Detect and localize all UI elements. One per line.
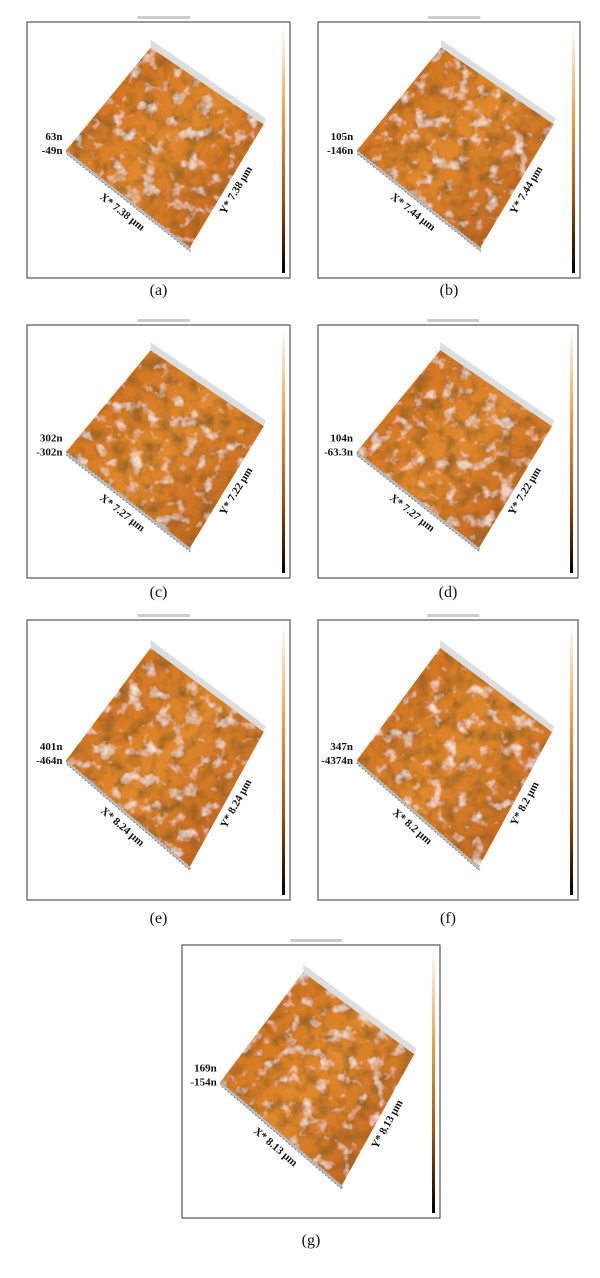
header-strip <box>137 614 191 617</box>
header-strip <box>428 16 481 19</box>
z-min-label: -63.3n <box>324 447 353 459</box>
color-bar <box>282 328 285 573</box>
surface-front-edge <box>356 450 480 553</box>
panel-caption: (f) <box>440 910 456 927</box>
z-min-label: -146n <box>327 145 353 157</box>
surface-back-wall <box>150 640 266 732</box>
z-max-label: 104n <box>330 433 353 445</box>
z-max-label: 302n <box>40 433 63 445</box>
afm-panel: 104n-63.3nX* 7.27 μm Y* 7.22 μm(d) <box>317 319 579 601</box>
surface-back-wall <box>150 342 266 427</box>
surface-back-wall <box>440 342 554 427</box>
z-min-label: -49n <box>42 145 63 157</box>
afm-surface <box>220 972 415 1186</box>
header-strip <box>290 939 342 942</box>
panel-caption: (g) <box>302 1232 321 1249</box>
panel-caption: (a) <box>150 282 168 299</box>
z-max-label: 169n <box>194 1063 217 1075</box>
surface-back-wall <box>150 39 266 125</box>
color-bar <box>432 948 435 1213</box>
panel-caption: (b) <box>440 282 459 299</box>
header-strip <box>137 319 191 322</box>
surface-back-wall <box>440 640 554 732</box>
surface-front-edge <box>66 759 191 872</box>
panel-caption: (c) <box>150 584 168 601</box>
color-bar <box>570 328 573 573</box>
header-strip <box>427 319 480 322</box>
z-min-label: -302n <box>36 447 62 459</box>
color-bar <box>572 25 575 273</box>
z-max-label: 105n <box>331 131 354 143</box>
header-strip <box>427 614 480 617</box>
panel-caption: (e) <box>150 910 168 927</box>
surface-front-edge <box>66 149 191 253</box>
surface-front-edge <box>220 1080 343 1191</box>
afm-surface <box>66 648 264 867</box>
afm-surface <box>357 47 554 248</box>
panel-caption: (d) <box>439 584 458 601</box>
afm-surface <box>357 648 552 867</box>
z-min-label: -154n <box>190 1077 216 1089</box>
z-min-label: -464n <box>36 755 62 767</box>
color-bar <box>570 623 573 895</box>
afm-surface <box>66 47 264 248</box>
afm-surface <box>66 350 264 548</box>
afm-surface <box>357 350 552 548</box>
color-bar <box>282 25 285 273</box>
z-max-label: 347n <box>330 741 353 753</box>
surface-back-wall <box>303 964 417 1055</box>
z-max-label: 63n <box>45 131 62 143</box>
z-max-label: 401n <box>40 741 63 753</box>
header-strip <box>137 16 191 19</box>
surface-back-wall <box>441 39 556 125</box>
color-bar <box>282 623 285 895</box>
z-min-label: -4374n <box>321 755 353 767</box>
